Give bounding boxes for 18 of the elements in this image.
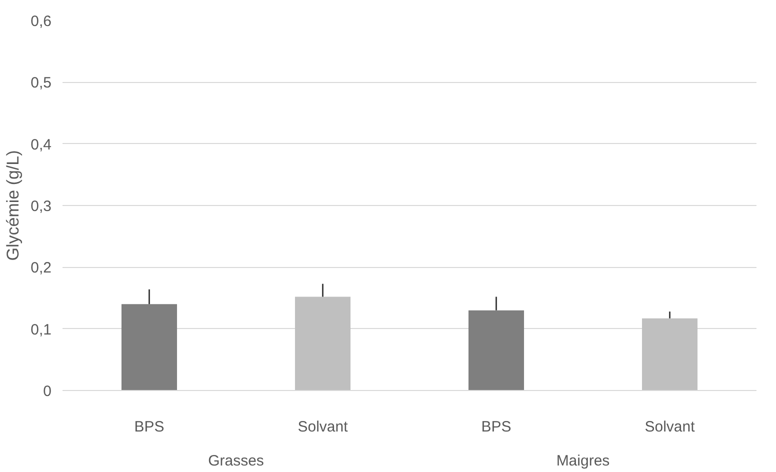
bar	[121, 304, 178, 390]
y-tick-label: 0,6	[30, 13, 52, 30]
text: Grasses	[208, 452, 264, 470]
bar	[294, 296, 351, 390]
y-tick-label: 0,2	[30, 260, 52, 277]
bar	[468, 310, 524, 390]
x-tick-label: BPS	[134, 418, 164, 436]
text: Maigres	[556, 452, 610, 470]
x-tick-label: Solvant	[298, 418, 349, 436]
y-tick-label: 0,4	[30, 136, 52, 154]
y-tick-label: 0,1	[30, 321, 52, 338]
x-tick-label: Solvant	[644, 418, 696, 436]
y-tick-label: 0,5	[30, 74, 52, 92]
bar	[642, 318, 698, 390]
x-tick-label: BPS	[481, 418, 512, 436]
y-tick-label: 0	[43, 383, 52, 400]
y-tick-label: 0,3	[30, 198, 52, 215]
y-axis-title: Glycémie (g/L)	[4, 150, 23, 261]
